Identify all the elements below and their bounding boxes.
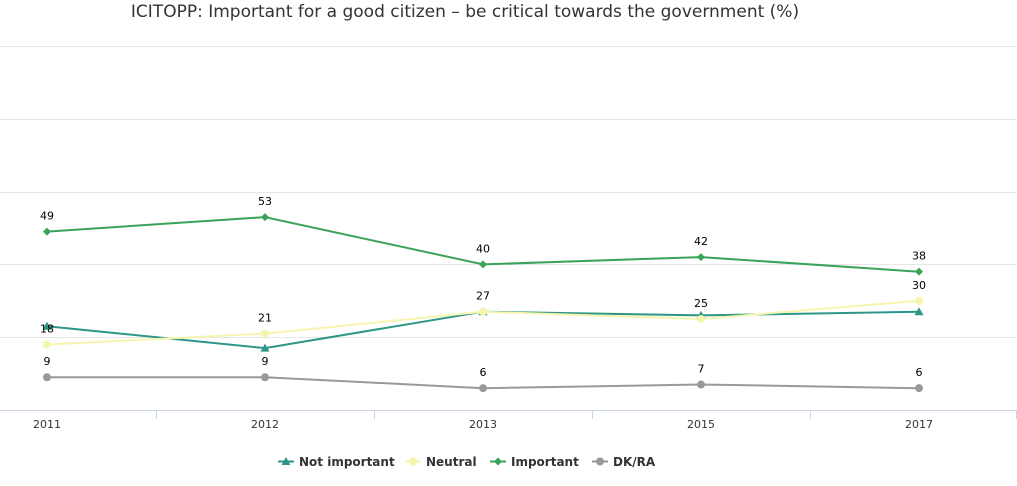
legend-item-label: Neutral <box>426 455 477 469</box>
series-line <box>46 310 920 350</box>
circle-marker <box>409 457 417 466</box>
diamond-marker <box>915 267 923 276</box>
gridlines <box>0 46 1017 338</box>
series-markers <box>42 213 924 393</box>
data-label: 42 <box>694 235 708 248</box>
triangle-marker <box>260 343 270 352</box>
triangle-marker <box>42 321 52 330</box>
data-label: 27 <box>476 290 490 303</box>
x-axis: 2011 2012 2013 2015 2017 <box>0 410 1017 431</box>
diamond-marker <box>43 227 51 236</box>
data-labels: 18 21 27 25 30 49 53 40 42 38 9 9 6 7 6 <box>40 195 926 379</box>
data-label: 18 <box>40 322 54 335</box>
data-label: 9 <box>44 355 51 368</box>
data-label: 9 <box>262 355 269 368</box>
diamond-marker <box>479 260 487 269</box>
data-label: 49 <box>40 210 54 223</box>
x-tick-label: 2012 <box>251 418 279 431</box>
data-label: 7 <box>698 363 705 376</box>
circle-marker <box>479 384 487 393</box>
x-tick-label: 2015 <box>687 418 715 431</box>
circle-marker <box>596 457 604 466</box>
data-label: 30 <box>912 279 926 292</box>
triangle-marker <box>914 307 924 316</box>
circle-marker <box>697 380 705 389</box>
circle-marker <box>697 315 705 323</box>
diamond-marker <box>697 253 705 262</box>
legend-item-label: DK/RA <box>613 455 656 469</box>
circle-marker <box>915 384 923 393</box>
data-label: 25 <box>694 297 708 310</box>
x-tick-label: 2017 <box>905 418 933 431</box>
diamond-marker <box>261 213 269 222</box>
data-label: 53 <box>258 195 272 208</box>
legend: Not important Neutral Important DK/RA <box>278 455 656 469</box>
data-label: 6 <box>480 366 487 379</box>
data-label: 6 <box>916 366 923 379</box>
circle-marker <box>261 373 269 382</box>
triangle-marker <box>281 457 291 465</box>
legend-item-label: Important <box>511 455 579 469</box>
x-tick-label: 2013 <box>469 418 497 431</box>
data-label: 40 <box>476 242 490 255</box>
data-label: 38 <box>912 250 926 263</box>
circle-marker <box>261 329 269 338</box>
legend-item-label: Not important <box>299 455 395 469</box>
chart-title: ICITOPP: Important for a good citizen – … <box>130 2 800 22</box>
diamond-marker <box>494 457 502 466</box>
circle-marker <box>43 340 51 349</box>
circle-marker <box>915 296 923 305</box>
x-tick-label: 2011 <box>33 418 61 431</box>
circle-marker <box>43 373 51 382</box>
data-label: 21 <box>258 312 272 325</box>
circle-marker <box>479 307 487 316</box>
